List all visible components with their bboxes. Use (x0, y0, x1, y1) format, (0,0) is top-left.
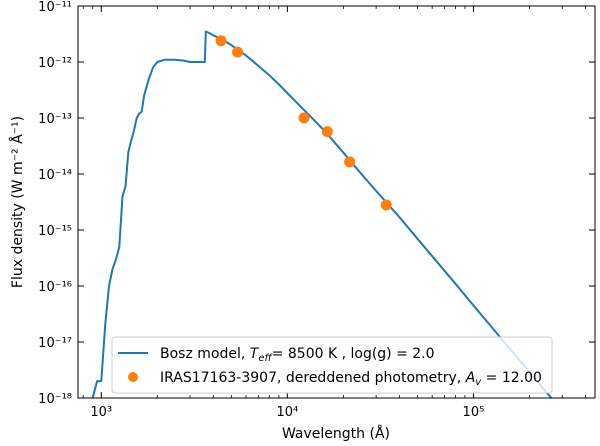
y-axis-title: Flux density (W m⁻² Å⁻¹) (9, 116, 26, 288)
photometry-point (321, 126, 333, 138)
x-tick-label: 10⁴ (276, 405, 298, 420)
legend-model-label: Bosz model, Teff= 8500 K , log(g) = 2.0 (160, 346, 435, 364)
legend-box (111, 336, 553, 394)
legend: Bosz model, Teff= 8500 K , log(g) = 2.0 … (111, 336, 553, 394)
y-tick-labels: 10⁻¹⁸ 10⁻¹⁷ 10⁻¹⁶ 10⁻¹⁵ 10⁻¹⁴ 10⁻¹³ 10⁻¹² 10⁻¹¹ (38, 0, 72, 407)
y-tick-label: 10⁻¹³ (38, 112, 72, 127)
photometry-point (380, 199, 392, 211)
y-tick-label: 10⁻¹² (38, 56, 72, 71)
photometry-point (232, 46, 244, 58)
y-tick-label: 10⁻¹⁶ (38, 280, 72, 295)
legend-photometry-label: IRAS17163-3907, dereddened photometry, A… (160, 370, 542, 388)
model-spectrum (91, 30, 553, 398)
legend-scatter-swatch (128, 372, 138, 382)
photometry-point (298, 112, 310, 124)
photometry-points (215, 35, 392, 211)
photometry-point (215, 35, 227, 47)
x-axis-title: Wavelength (Å) (282, 425, 390, 442)
y-tick-label: 10⁻¹⁴ (38, 168, 72, 183)
x-tick-label: 10⁵ (463, 405, 485, 420)
x-tick-label: 10³ (90, 405, 112, 420)
model-spectrum-line (91, 30, 553, 398)
y-tick-label: 10⁻¹¹ (38, 0, 72, 15)
y-tick-label: 10⁻¹⁷ (38, 336, 72, 351)
plot-frame (77, 5, 596, 399)
y-tick-label: 10⁻¹⁸ (38, 392, 72, 407)
y-tick-label: 10⁻¹⁵ (38, 224, 72, 239)
photometry-point (344, 156, 356, 168)
x-tick-labels: 10³ 10⁴ 10⁵ (90, 405, 484, 420)
